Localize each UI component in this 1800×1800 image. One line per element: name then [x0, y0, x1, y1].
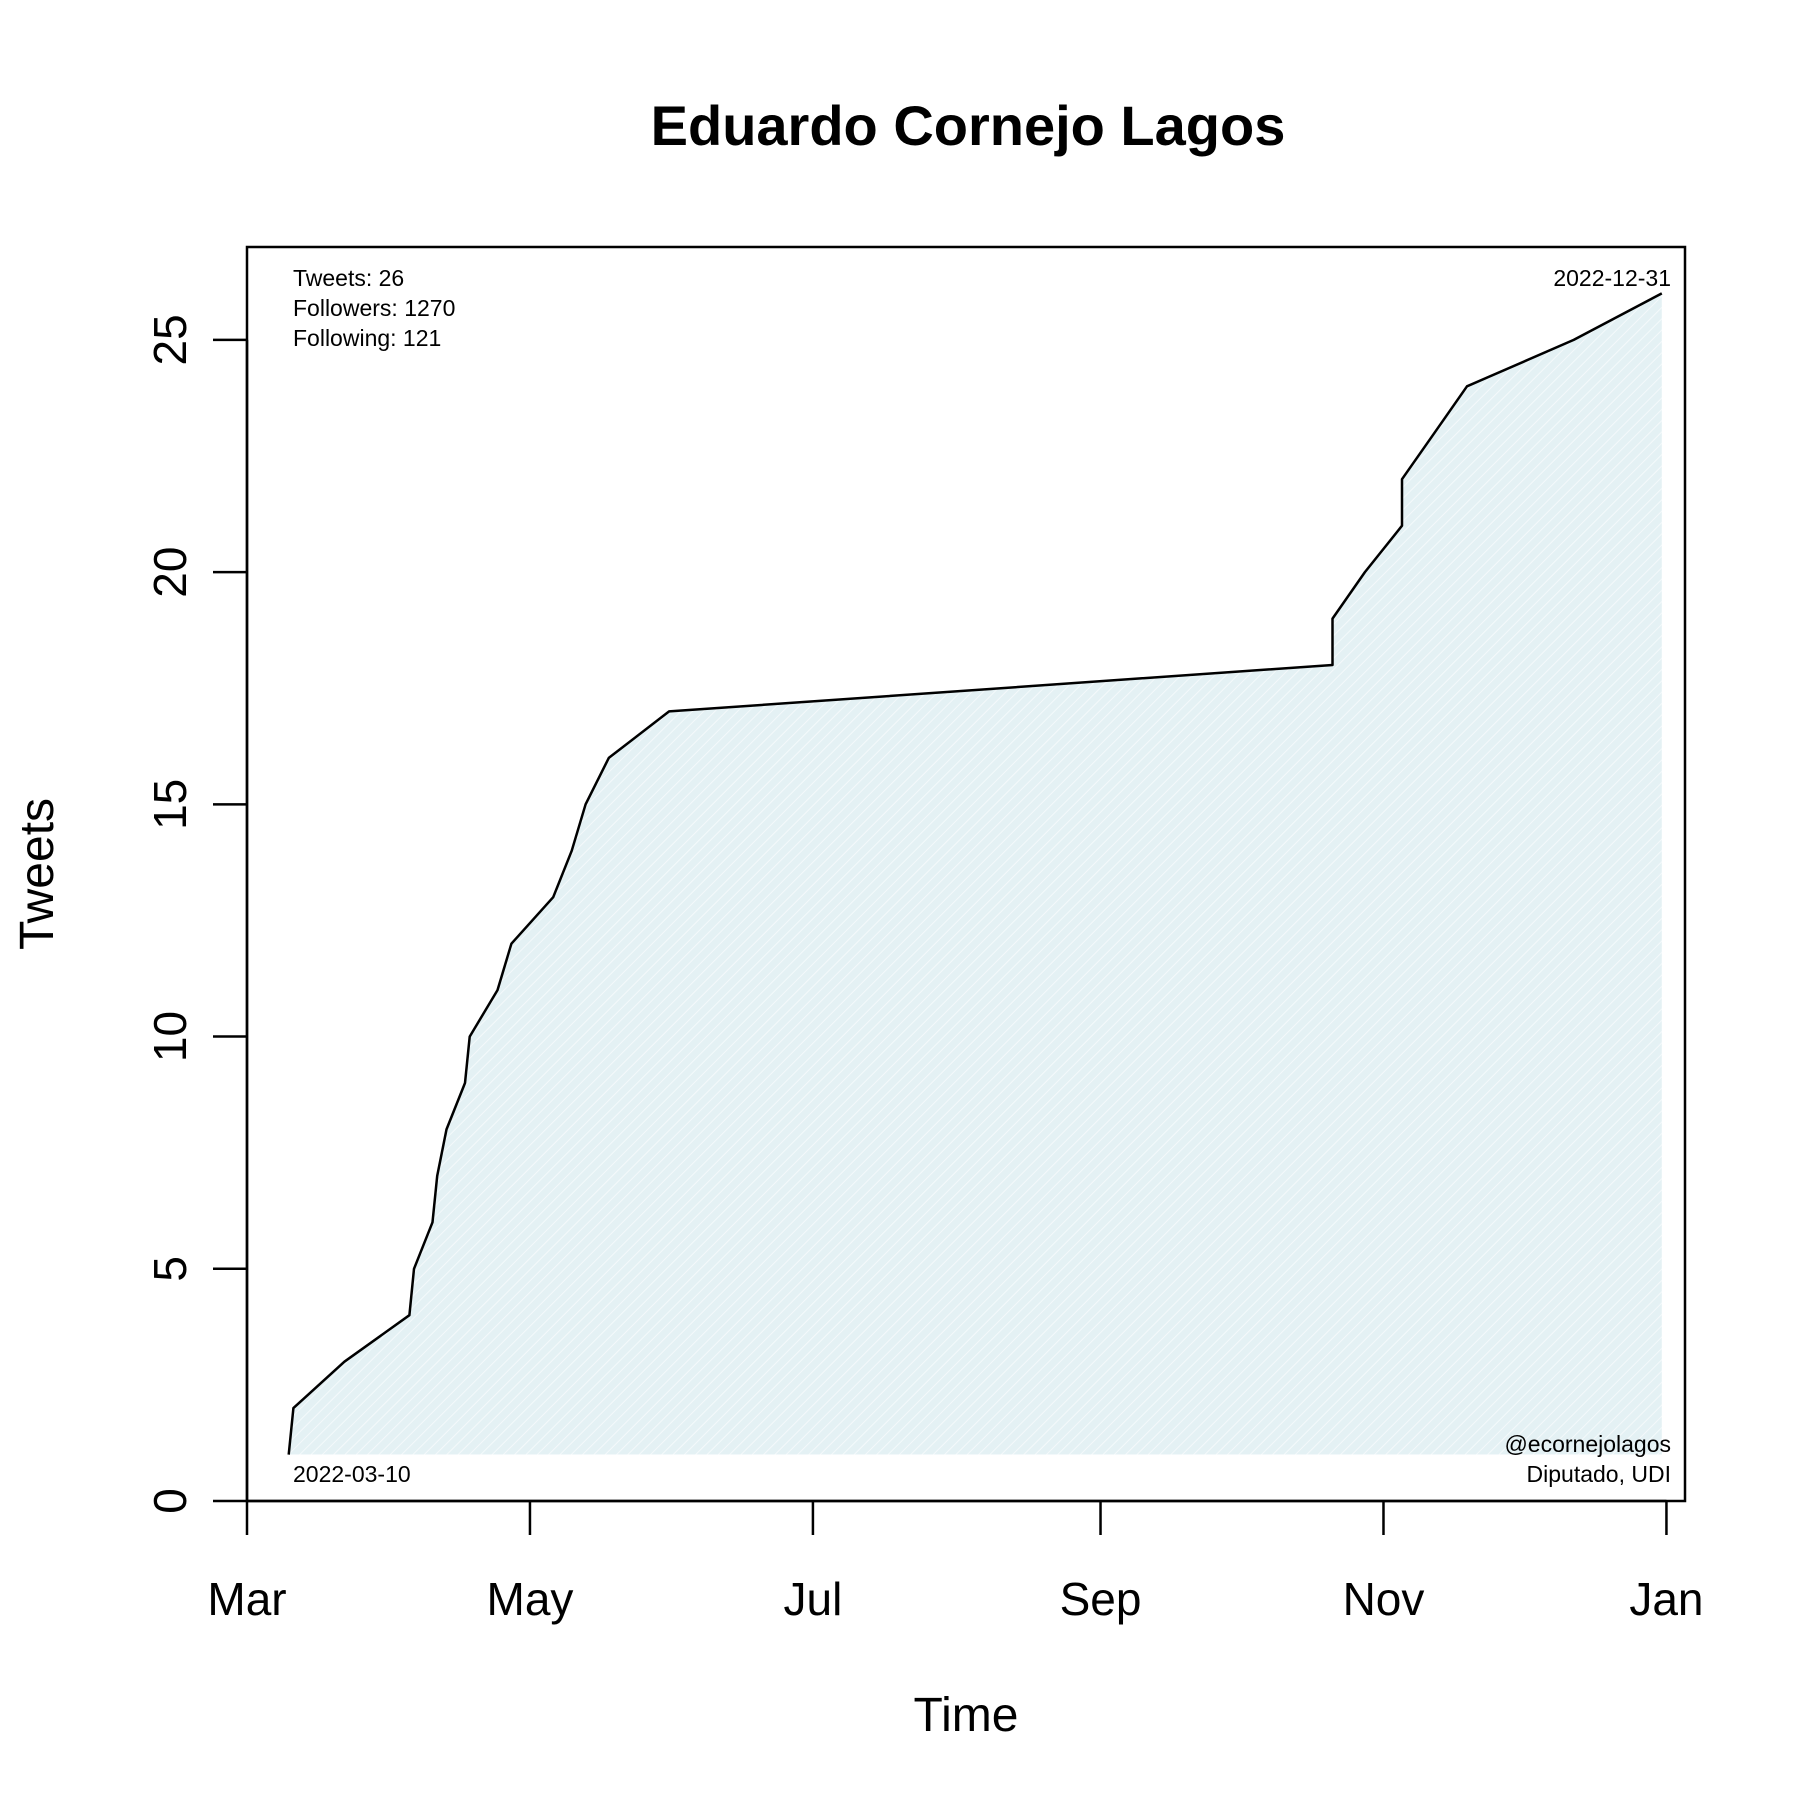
tweets-area-fill: [288, 293, 1662, 1455]
x-tick-label: Jan: [1629, 1573, 1703, 1625]
tweets-series-line: [287, 292, 1663, 1455]
x-tick-label: Sep: [1060, 1573, 1142, 1625]
x-axis: Mar May Jul Sep Nov Jan: [207, 1499, 1704, 1625]
x-tick-label: Mar: [207, 1573, 286, 1625]
x-tick-label: May: [487, 1573, 574, 1625]
stats-tweets: Tweets: 26: [293, 265, 404, 291]
y-axis-title: Tweets: [11, 798, 64, 950]
y-tick-label: 25: [144, 314, 196, 365]
account-role: Diputado, UDI: [1527, 1461, 1671, 1487]
stats-followers: Followers: 1270: [293, 295, 455, 321]
y-axis: 0 5 10 15 20 25: [144, 314, 249, 1514]
x-axis-title: Time: [914, 1689, 1019, 1742]
chart-title: Eduardo Cornejo Lagos: [651, 94, 1286, 157]
x-tick-label: Jul: [784, 1573, 843, 1625]
account-handle: @ecornejolagos: [1504, 1431, 1671, 1457]
y-tick-label: 20: [144, 547, 196, 598]
y-tick-label: 15: [144, 779, 196, 830]
y-tick-label: 0: [144, 1488, 196, 1514]
end-date-label: 2022-12-31: [1553, 265, 1671, 291]
start-date-label: 2022-03-10: [293, 1461, 411, 1487]
y-tick-label: 10: [144, 1011, 196, 1062]
stats-following: Following: 121: [293, 325, 441, 351]
y-tick-label: 5: [144, 1256, 196, 1282]
x-tick-label: Nov: [1343, 1573, 1425, 1625]
